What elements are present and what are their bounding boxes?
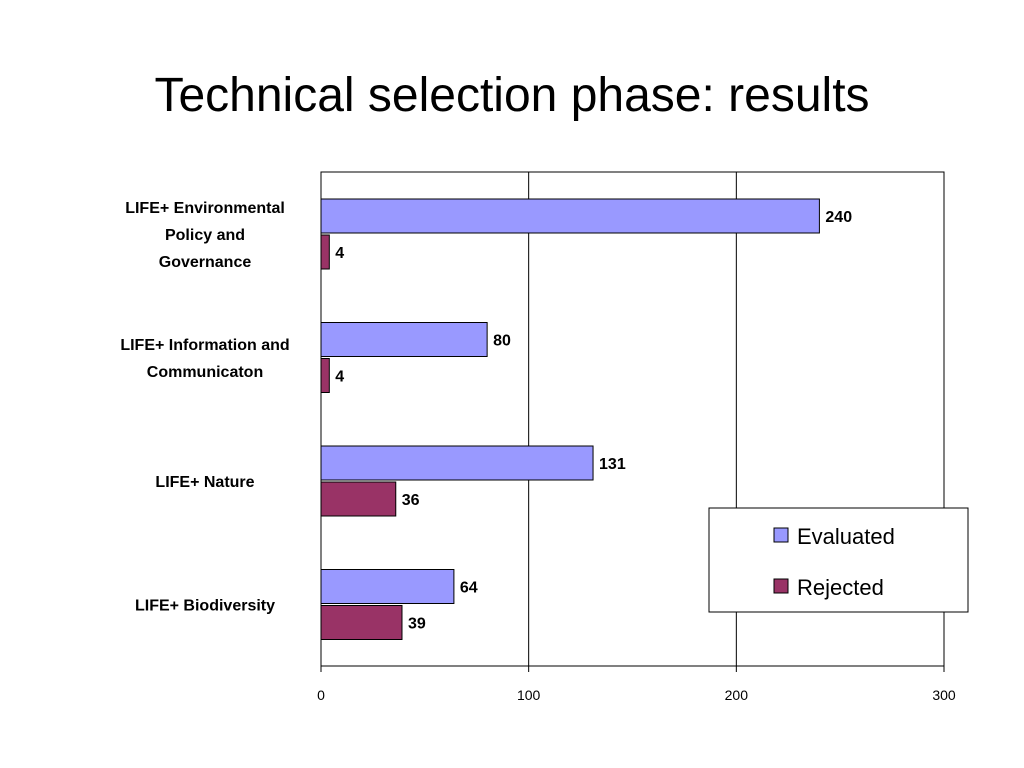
- legend-swatch-evaluated: [773, 527, 789, 543]
- category-label-line: LIFE+ Information and: [120, 337, 289, 354]
- legend-box: [708, 507, 969, 613]
- data-label: 80: [493, 333, 511, 350]
- category-label: LIFE+ Biodiversity: [135, 598, 275, 615]
- bar-evaluated: [320, 445, 594, 481]
- category-label-line: Communicaton: [147, 364, 263, 381]
- x-axis: 0 100 200 300: [317, 666, 956, 703]
- legend-label-evaluated: Evaluated: [797, 524, 895, 549]
- slide-title: Technical selection phase: results: [154, 69, 870, 122]
- legend: Evaluated Rejected: [708, 507, 969, 613]
- data-label: 240: [825, 209, 852, 226]
- category-label: LIFE+ Environmental Policy and Governance: [125, 200, 285, 271]
- category-labels: LIFE+ Environmental Policy and GovernanceL…: [120, 200, 289, 615]
- bars: 240 4 80 4 131 36 64 39: [320, 198, 852, 640]
- data-label: 131: [599, 456, 626, 473]
- x-tick-label: 200: [725, 687, 749, 703]
- bar-evaluated: [320, 198, 820, 234]
- x-tick-label: 0: [317, 687, 325, 703]
- x-tick-label: 300: [932, 687, 956, 703]
- x-tick-label: 100: [517, 687, 541, 703]
- data-label: 39: [408, 616, 426, 633]
- category-label-line: LIFE+ Environmental: [125, 200, 285, 217]
- category-label-line: LIFE+ Biodiversity: [135, 598, 275, 615]
- category-label-line: LIFE+ Nature: [155, 474, 254, 491]
- data-label: 4: [335, 245, 344, 262]
- bar-evaluated: [320, 322, 488, 357]
- bar-rejected: [320, 358, 330, 393]
- bar-rejected: [320, 481, 397, 517]
- data-label: 36: [402, 492, 420, 509]
- legend-label-rejected: Rejected: [797, 575, 884, 600]
- category-label: LIFE+ Nature: [155, 474, 254, 491]
- category-label-line: Policy and: [165, 227, 245, 244]
- data-label: 64: [460, 580, 478, 597]
- legend-swatch-rejected: [773, 578, 789, 594]
- category-label-line: Governance: [159, 254, 252, 271]
- bar-evaluated: [320, 569, 455, 604]
- bar-rejected: [320, 605, 403, 640]
- bar-rejected: [320, 234, 330, 270]
- category-label: LIFE+ Information and Communicaton: [120, 337, 289, 381]
- data-label: 4: [335, 369, 344, 386]
